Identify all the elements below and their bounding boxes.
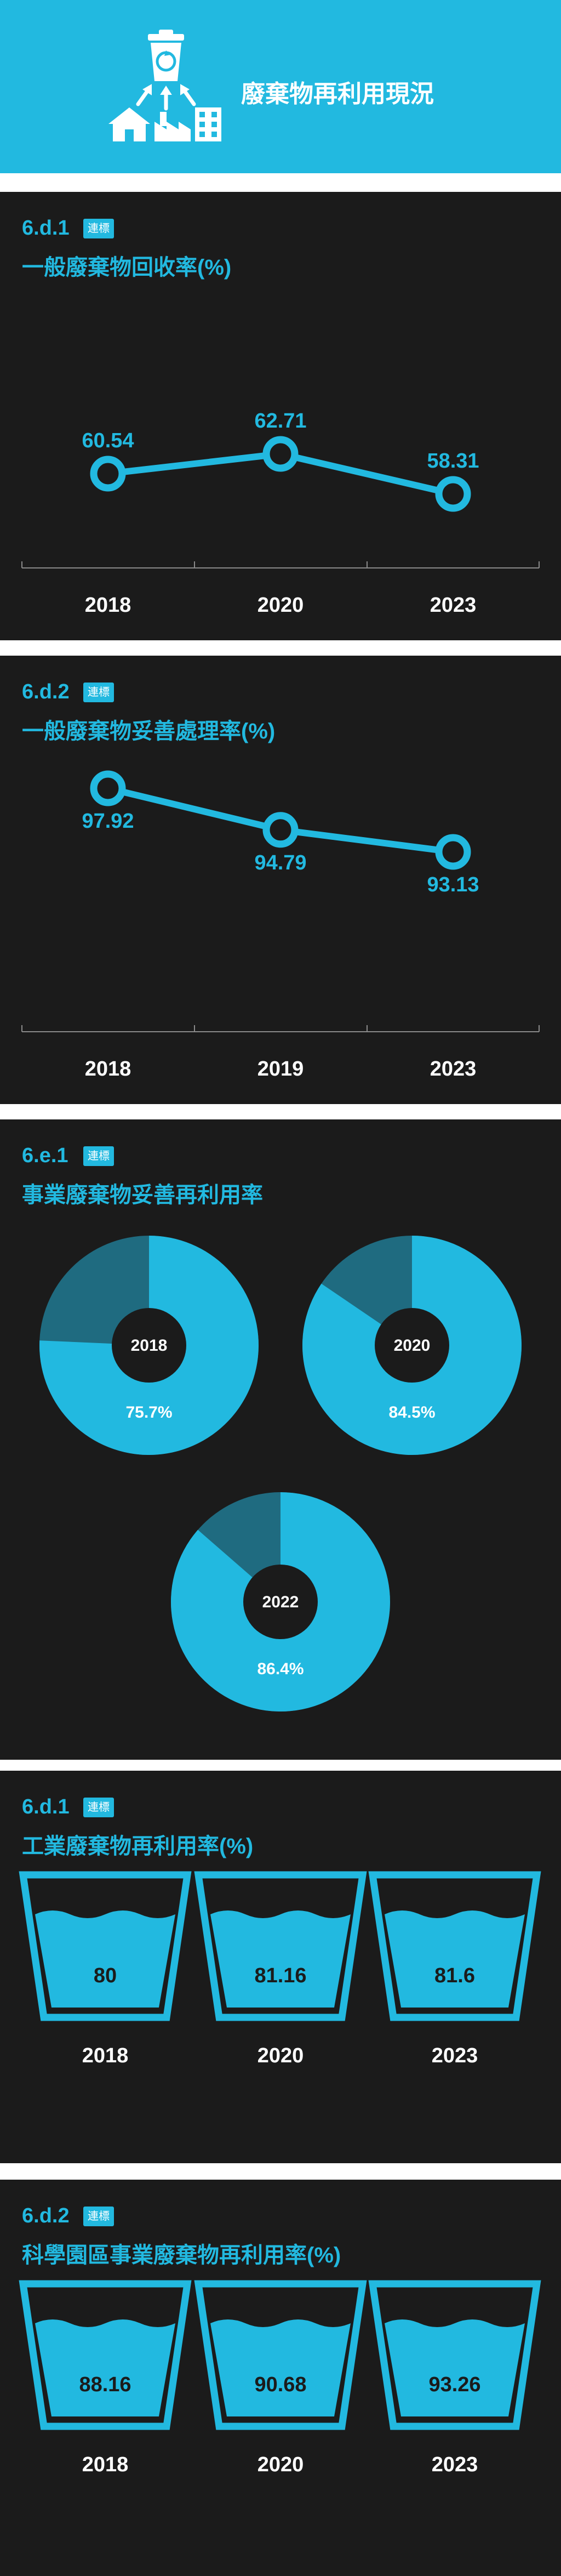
tick-label: 2023	[430, 594, 477, 617]
cup-value-label: 81.16	[254, 1964, 306, 1987]
section-title: 事業廢棄物妥善再利用率	[22, 1183, 263, 1207]
section-title: 科學園區事業廢棄物再利用率(%)	[22, 2243, 341, 2267]
house-icon	[108, 107, 150, 141]
donut-value-label: 75.7%	[125, 1403, 172, 1421]
section-title: 一般廢棄物回收率(%)	[22, 255, 232, 280]
section-badge: 連標	[83, 1798, 114, 1817]
data-point	[262, 436, 299, 472]
building-icon	[195, 107, 221, 141]
page-header: 廢棄物再利用現況	[0, 0, 561, 173]
cup-outline	[19, 1871, 192, 2021]
tick-label: 2023	[432, 2044, 478, 2067]
factory-icon	[154, 112, 191, 141]
section-title: 一般廢棄物妥善處理率(%)	[22, 719, 276, 743]
donut-charts: 2018 75.7% 2020 84.5% 2022 86.4%	[39, 1236, 522, 1711]
cup-fill	[210, 1910, 351, 2008]
page-title: 廢棄物再利用現況	[241, 81, 434, 107]
data-point	[90, 456, 126, 492]
section-code: 6.d.1	[22, 1795, 70, 1818]
cup-value-label: 81.6	[434, 1964, 475, 1987]
donut-year-label: 2022	[262, 1593, 299, 1611]
cup-outline	[194, 1871, 367, 2021]
tick-label: 2020	[257, 2453, 304, 2476]
header-illustration	[108, 30, 221, 141]
data-label: 62.71	[254, 410, 306, 433]
donut-value-label: 84.5%	[388, 1403, 435, 1421]
section-code: 6.e.1	[22, 1144, 68, 1167]
cup-value-label: 88.16	[79, 2373, 131, 2396]
section-title: 工業廢棄物再利用率(%)	[22, 1834, 254, 1858]
section-code: 6.d.1	[22, 217, 70, 240]
cup-chart: 80 2018 81.16 2020 81.6 2023	[19, 1871, 541, 2067]
donut-year-label: 2020	[394, 1337, 431, 1355]
data-label: 58.31	[427, 450, 479, 473]
tick-label: 2019	[257, 1057, 304, 1081]
cup-fill	[210, 2319, 351, 2416]
donut-hole	[243, 1565, 318, 1639]
tick-label: 2023	[432, 2453, 478, 2476]
tick-label: 2018	[85, 594, 131, 617]
recycle-bin-icon	[148, 30, 184, 81]
section-badge: 連標	[83, 219, 114, 238]
section-badge: 連標	[83, 1146, 114, 1166]
section-code: 6.d.2	[22, 2204, 70, 2227]
data-label: 97.92	[82, 810, 134, 833]
donut-hole	[375, 1308, 449, 1383]
section-business-waste-reuse-rate: 6.e.1 連標 事業廢棄物妥善再利用率 2018 75.7% 2020 84.5% 2…	[0, 1119, 561, 1760]
donut-value-label: 86.4%	[257, 1660, 304, 1678]
cup-fill	[385, 1910, 525, 2008]
cup-value-label: 90.68	[254, 2373, 306, 2396]
cup-outline	[368, 1871, 541, 2021]
tick-label: 2018	[85, 1057, 131, 1081]
data-point	[435, 834, 471, 870]
cup-value-label: 93.26	[428, 2373, 480, 2396]
cup-fill	[35, 2319, 175, 2416]
section-waste-proper-treatment-rate: 6.d.2 連標 一般廢棄物妥善處理率(%) 97.92 94.79 93.13 20…	[0, 656, 561, 1104]
tick-label: 2018	[82, 2044, 129, 2067]
tick-label: 2020	[257, 2044, 304, 2067]
donut-year-label: 2018	[131, 1337, 168, 1355]
data-label: 93.13	[427, 873, 479, 896]
arrow-icon	[136, 84, 196, 111]
section-science-park-waste-reuse-rate: 6.d.2 連標 科學園區事業廢棄物再利用率(%) 88.16 2018 90.68…	[0, 2180, 561, 2576]
section-badge: 連標	[83, 2207, 114, 2226]
line-chart: 60.54 62.71 58.31 2018 2020 2023	[21, 410, 540, 617]
donut-hole	[112, 1308, 186, 1383]
section-waste-recycling-rate: 6.d.1 連標 一般廢棄物回收率(%) 60.54 62.71 58.31 2018…	[0, 192, 561, 640]
section-code: 6.d.2	[22, 680, 70, 703]
section-badge: 連標	[83, 683, 114, 702]
cup-fill	[35, 1910, 175, 2008]
cup-outline	[194, 2280, 367, 2430]
cup-fill	[385, 2319, 525, 2416]
tick-label: 2023	[430, 1057, 477, 1081]
data-label: 60.54	[82, 429, 134, 452]
cup-outline	[368, 2280, 541, 2430]
section-industrial-waste-reuse-rate: 6.d.1 連標 工業廢棄物再利用率(%) 80 2018 81.16 2020 81.…	[0, 1771, 561, 2163]
data-point	[90, 770, 126, 806]
tick-label: 2020	[257, 594, 304, 617]
line-chart: 97.92 94.79 93.13 2018 2019 2023	[21, 770, 540, 1081]
data-label: 94.79	[254, 851, 306, 874]
tick-label: 2018	[82, 2453, 129, 2476]
cup-outline	[19, 2280, 192, 2430]
data-point	[262, 812, 299, 848]
cup-value-label: 80	[94, 1964, 117, 1987]
cup-chart: 88.16 2018 90.68 2020 93.26 2023	[19, 2280, 541, 2476]
data-point	[435, 476, 471, 512]
